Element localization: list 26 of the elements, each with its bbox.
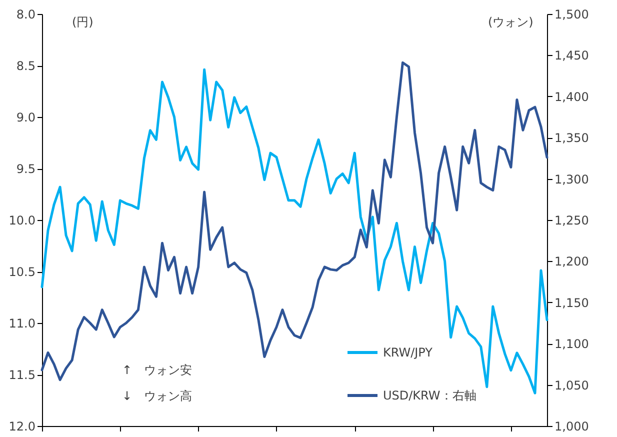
y2-tick-label: 1,300 <box>554 172 589 186</box>
y-tick-label: 8.5 <box>16 59 36 73</box>
annotation: ↑ ウォン安 <box>122 362 192 379</box>
annotation: (円) <box>72 14 94 31</box>
y2-tick-label: 1,500 <box>554 8 589 22</box>
y-tick-label: 10.5 <box>8 265 36 279</box>
y2-tick-label: 1,450 <box>554 48 589 63</box>
y2-tick-label: 1,350 <box>554 131 589 146</box>
y-tick-label: 8.0 <box>16 8 36 22</box>
y2-tick-label: 1,250 <box>554 214 589 228</box>
y2-tick-label: 1,000 <box>554 420 589 434</box>
y2-tick-label: 1,200 <box>554 254 589 269</box>
y-tick-label: 10.0 <box>8 214 36 228</box>
y2-tick-label: 1,150 <box>554 296 589 310</box>
y2-tick-label: 1,050 <box>554 378 589 392</box>
y2-tick-label: 1,100 <box>554 337 589 352</box>
legend-label: KRW/JPY <box>383 346 434 360</box>
y-tick-label: 11.5 <box>8 368 36 382</box>
annotation: ↓ ウォン高 <box>122 388 192 405</box>
annotation: (ウォン) <box>488 14 534 31</box>
y-tick-label: 9.5 <box>16 162 36 176</box>
y-tick-label: 11.0 <box>8 316 36 330</box>
y2-tick-label: 1,400 <box>554 90 589 104</box>
legend-label: USD/KRW：右軸 <box>383 388 476 402</box>
y-tick-label: 9.0 <box>16 110 36 124</box>
y-tick-label: 12.0 <box>8 420 36 434</box>
